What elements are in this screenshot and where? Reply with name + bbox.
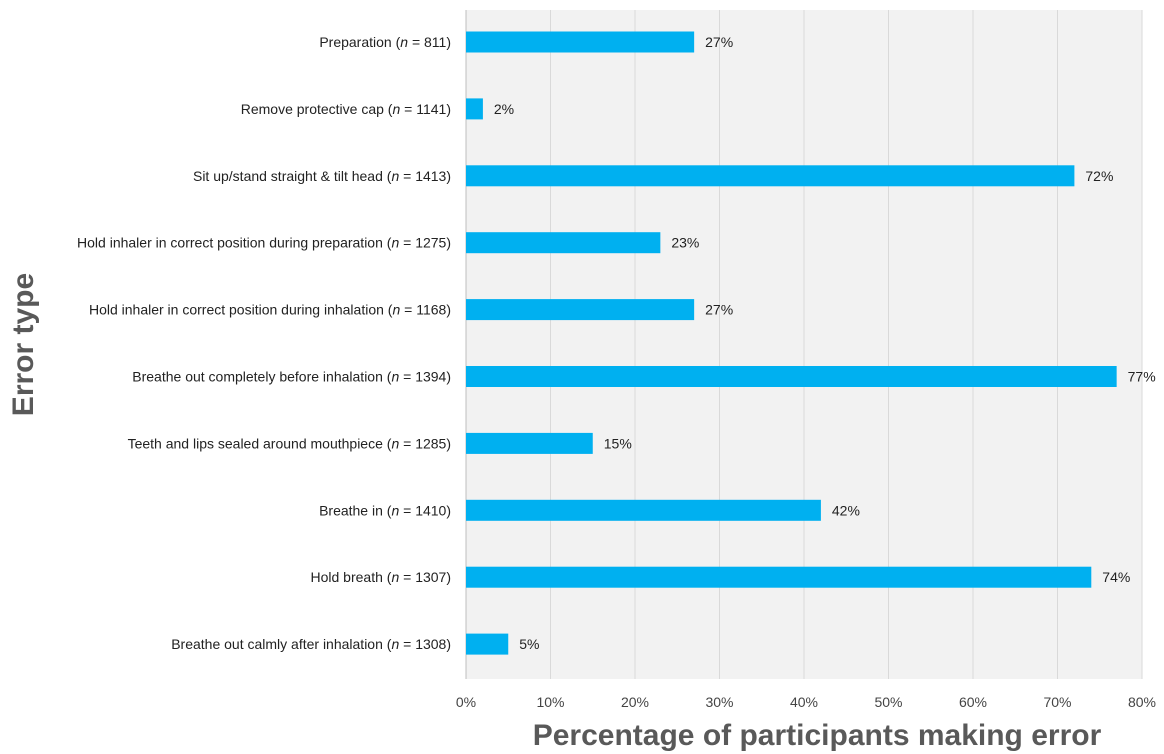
n-symbol: n [391,369,399,385]
category-name: Breathe out calmly after inhalation ( [171,636,392,652]
n-symbol: n [391,435,399,451]
data-label: 74% [1102,569,1130,585]
n-symbol: n [392,101,400,117]
x-tick-labels: 0% 10% 20% 30% 40% 50% 60% 70% 80% [456,694,1156,710]
n-value: = 1141) [400,101,451,117]
data-label: 77% [1128,369,1156,385]
n-symbol: n [391,569,399,585]
category-label: Hold breath (n = 1307) [311,569,452,585]
n-value: = 1410) [399,502,451,518]
category-label: Breathe out completely before inhalation… [132,369,451,385]
n-value: = 1413) [399,168,451,184]
data-label: 15% [604,435,632,451]
data-label: 72% [1085,168,1113,184]
category-name: Hold inhaler in correct position during … [77,235,392,251]
category-labels: Preparation (n = 811)Remove protective c… [77,34,451,652]
n-value: = 1168) [400,302,451,318]
category-name: Preparation ( [319,34,400,50]
data-label: 5% [519,636,539,652]
n-value: = 1394) [399,369,451,385]
data-label: 42% [832,502,860,518]
category-name: Breathe out completely before inhalation… [132,369,391,385]
x-axis-title: Percentage of participants making error [533,719,1102,752]
data-label: 27% [705,34,733,50]
bar [466,633,509,655]
data-label: 2% [494,101,514,117]
x-tick-label: 40% [790,694,818,710]
bars [466,31,1117,655]
bar [466,432,593,454]
category-name: Hold breath ( [311,569,392,585]
n-symbol: n [400,34,408,50]
category-label: Breathe in (n = 1410) [319,502,451,518]
x-tick-label: 30% [705,694,733,710]
bar [466,31,695,53]
x-tick-label: 50% [874,694,902,710]
n-value: = 1285) [399,435,451,451]
n-symbol: n [392,302,400,318]
x-tick-label: 70% [1043,694,1071,710]
x-tick-label: 80% [1128,694,1156,710]
n-value: = 1275) [399,235,451,251]
category-name: Teeth and lips sealed around mouthpiece … [128,435,392,451]
n-value: = 811) [408,34,451,50]
bar [466,366,1117,387]
n-symbol: n [391,502,399,518]
bar [466,165,1075,187]
category-name: Hold inhaler in correct position during … [89,302,393,318]
bar [466,499,821,521]
category-label: Remove protective cap (n = 1141) [241,101,451,117]
category-name: Remove protective cap ( [241,101,393,117]
bar [466,98,483,120]
bar [466,299,695,321]
category-label: Hold inhaler in correct position during … [89,302,451,318]
n-symbol: n [391,235,399,251]
category-label: Sit up/stand straight & tilt head (n = 1… [193,168,451,184]
n-symbol: n [391,168,399,184]
x-tick-label: 10% [536,694,564,710]
category-label: Preparation (n = 811) [319,34,451,50]
n-symbol: n [391,636,399,652]
data-label: 23% [671,235,699,251]
data-labels: 27% 2% 72% 23% 27% 77% 15% 42% 74% 5% [494,34,1156,652]
category-name: Breathe in ( [319,502,392,518]
n-value: = 1308) [399,636,451,652]
x-tick-label: 20% [621,694,649,710]
category-name: Sit up/stand straight & tilt head ( [193,168,392,184]
x-tick-label: 60% [959,694,987,710]
category-label: Teeth and lips sealed around mouthpiece … [128,435,451,451]
y-axis-title: Error type [7,273,40,416]
category-label: Breathe out calmly after inhalation (n =… [171,636,451,652]
category-label: Hold inhaler in correct position during … [77,235,451,251]
bar [466,566,1092,588]
bar [466,232,661,254]
x-tick-label: 0% [456,694,476,710]
data-label: 27% [705,302,733,318]
n-value: = 1307) [399,569,451,585]
